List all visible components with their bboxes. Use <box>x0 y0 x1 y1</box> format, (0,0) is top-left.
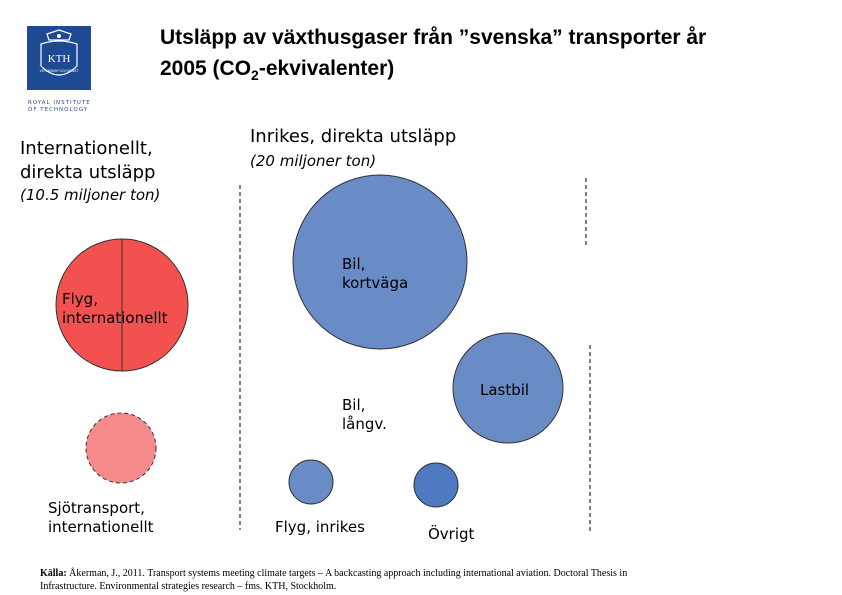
bubble-ovrigt <box>413 462 459 508</box>
label-flyg-internationellt: Flyg, internationellt <box>62 290 168 327</box>
logo-text: KTH <box>48 53 71 65</box>
bubble-bil-kortvaga <box>292 174 468 350</box>
logo-subtext: VETENSKAP OCH KONST <box>40 69 79 73</box>
international-heading-line2: direkta utsläpp <box>20 162 156 183</box>
label-bil-langvaga: Bil, långv. <box>342 396 387 433</box>
logo-caption-line1: ROYAL INSTITUTE <box>28 100 91 106</box>
title-line1: Utsläpp av växthusgaser från ”svenska” t… <box>160 26 707 49</box>
source-label: Källa: <box>40 568 67 579</box>
kth-crest-icon: KTH VETENSKAP OCH KONST <box>40 29 79 76</box>
label-sjotransport: Sjötransport, internationellt <box>48 499 154 536</box>
bubble-lastbil <box>452 332 564 444</box>
logo-caption-line2: OF TECHNOLOGY <box>28 107 89 113</box>
domestic-heading: Inrikes, direkta utsläpp <box>250 126 457 147</box>
label-bil-kortvaga: Bil, kortväga <box>342 255 409 292</box>
international-heading: Internationellt, direkta utsläpp <box>20 137 155 185</box>
bubble-sjotransport <box>85 412 157 484</box>
page-title: Utsläpp av växthusgaser från ”svenska” t… <box>160 22 820 91</box>
source-citation: Källa: Åkerman, J., 2011. Transport syst… <box>40 567 680 593</box>
kth-logo: KTH VETENSKAP OCH KONST <box>27 26 91 90</box>
domestic-amount: (20 miljoner ton) <box>250 152 377 170</box>
title-line2: 2005 (CO2-ekvivalenter) <box>160 57 395 84</box>
label-lastbil: Lastbil <box>480 381 530 399</box>
international-heading-line1: Internationellt, <box>20 138 153 159</box>
label-flyg-inrikes: Flyg, inrikes <box>275 518 365 536</box>
source-text: Åkerman, J., 2011. Transport systems mee… <box>40 568 628 592</box>
international-amount: (10.5 miljoner ton) <box>20 186 161 204</box>
logo-caption: ROYAL INSTITUTE OF TECHNOLOGY <box>28 100 98 114</box>
bubble-flyg-inrikes <box>288 459 334 505</box>
label-ovrigt: Övrigt <box>428 525 475 543</box>
